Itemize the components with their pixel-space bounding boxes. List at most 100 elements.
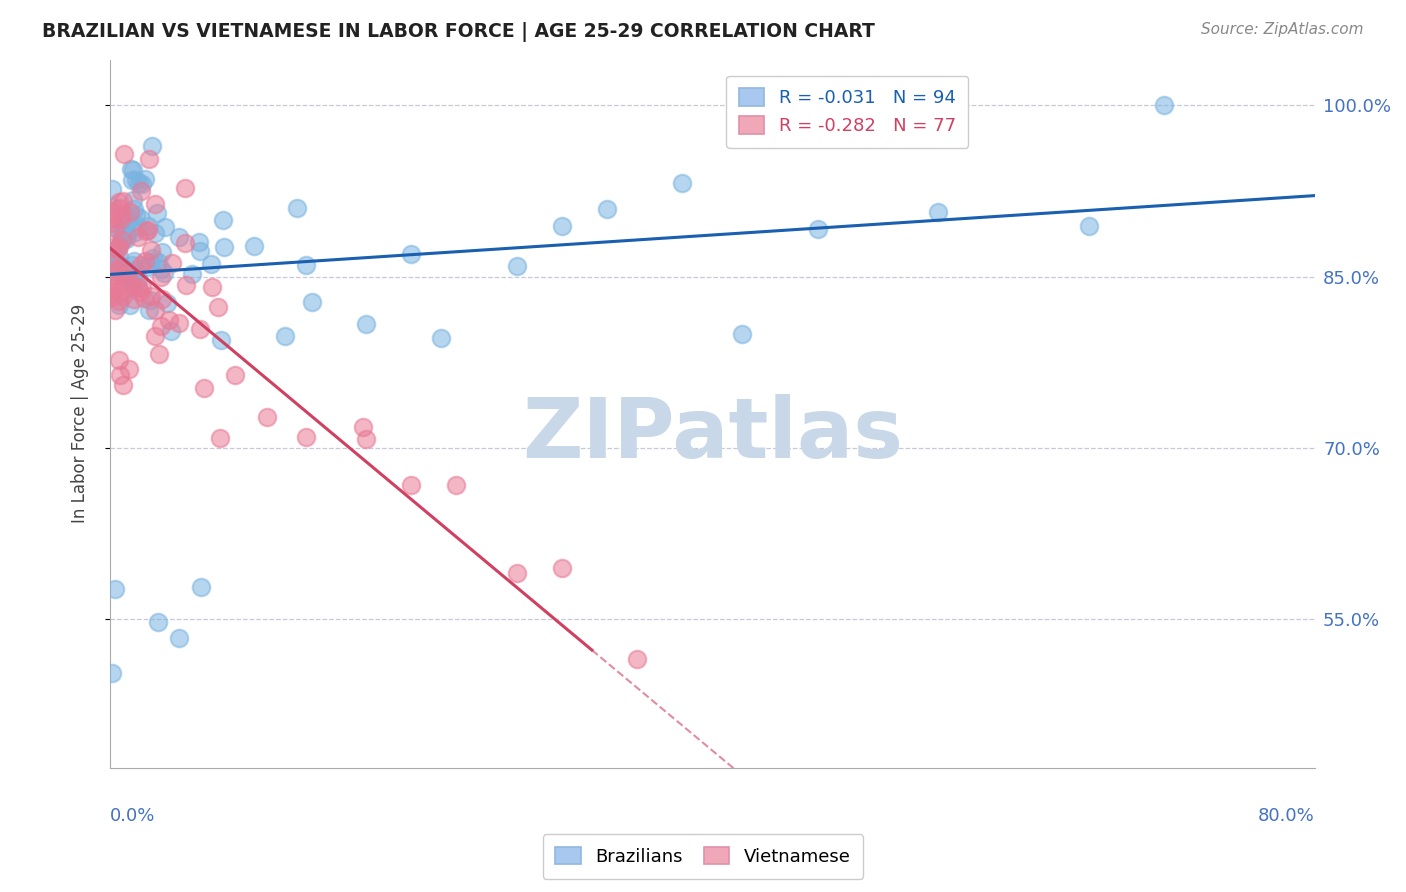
Point (107, 257, 129, 271)
Point (174, 181, 197, 195)
Point (399, 477, 422, 491)
Point (111, 226, 134, 240)
Point (143, 226, 166, 240)
Point (188, 244, 211, 258)
Point (551, 560, 574, 574)
Point (129, 184, 152, 198)
Point (731, 326, 754, 341)
Point (141, 138, 163, 153)
Point (124, 225, 146, 239)
Point (129, 211, 152, 225)
Point (134, 172, 156, 186)
Point (193, 381, 215, 395)
Point (596, 202, 619, 217)
Point (127, 272, 149, 286)
Point (149, 318, 172, 333)
Point (242, 239, 264, 253)
Point (209, 333, 232, 347)
Point (124, 263, 146, 277)
Point (134, 253, 156, 268)
Point (107, 294, 129, 309)
Point (180, 267, 202, 281)
Point (212, 213, 235, 227)
Point (100, 211, 122, 225)
Point (108, 195, 131, 210)
Legend: R = -0.031   N = 94, R = -0.282   N = 77: R = -0.031 N = 94, R = -0.282 N = 77 (727, 76, 969, 147)
Point (117, 361, 139, 376)
Point (122, 202, 145, 216)
Point (120, 271, 142, 285)
Point (167, 631, 190, 645)
Point (121, 163, 143, 178)
Point (120, 212, 142, 227)
Point (117, 211, 139, 226)
Point (101, 255, 124, 269)
Text: ZIPatlas: ZIPatlas (522, 394, 903, 475)
Point (111, 222, 134, 236)
Point (224, 368, 246, 382)
Point (104, 582, 127, 596)
Legend: Brazilians, Vietnamese: Brazilians, Vietnamese (543, 834, 863, 879)
Point (101, 205, 124, 219)
Point (107, 242, 129, 256)
Point (121, 258, 143, 272)
Point (188, 235, 211, 249)
Point (122, 254, 145, 268)
Point (108, 238, 131, 252)
Point (111, 209, 134, 223)
Point (167, 229, 190, 244)
Point (138, 153, 160, 167)
Point (108, 298, 131, 312)
Point (1153, 98, 1175, 112)
Point (301, 294, 323, 309)
Point (122, 293, 145, 307)
Point (153, 220, 176, 235)
Point (114, 147, 136, 161)
Point (117, 269, 139, 284)
Point (103, 244, 125, 259)
Point (160, 324, 183, 338)
Point (127, 280, 149, 294)
Point (112, 268, 135, 282)
Point (201, 279, 224, 293)
Point (446, 477, 468, 491)
Point (127, 281, 149, 295)
Point (122, 194, 145, 208)
Point (149, 261, 172, 276)
Point (110, 212, 132, 227)
Point (111, 289, 134, 303)
Point (117, 281, 139, 295)
Point (190, 581, 212, 595)
Point (131, 258, 153, 272)
Point (287, 201, 309, 215)
Point (807, 222, 830, 236)
Point (136, 223, 159, 237)
Point (209, 431, 232, 445)
Text: Source: ZipAtlas.com: Source: ZipAtlas.com (1201, 22, 1364, 37)
Point (115, 232, 138, 246)
Point (120, 161, 142, 176)
Point (146, 615, 169, 629)
Text: BRAZILIAN VS VIETNAMESE IN LABOR FORCE | AGE 25-29 CORRELATION CHART: BRAZILIAN VS VIETNAMESE IN LABOR FORCE |… (42, 22, 875, 42)
Point (108, 368, 131, 383)
Point (121, 268, 143, 283)
Point (100, 240, 122, 254)
Point (927, 204, 949, 219)
Point (121, 277, 143, 292)
Point (108, 352, 131, 367)
Point (115, 223, 138, 237)
Point (108, 250, 131, 264)
Point (121, 173, 143, 187)
Point (101, 251, 124, 265)
Point (107, 201, 129, 215)
Point (143, 196, 166, 211)
Point (128, 176, 150, 190)
Point (1077, 219, 1099, 233)
Point (125, 208, 148, 222)
Point (120, 298, 142, 312)
Point (143, 329, 166, 343)
Point (100, 182, 122, 196)
Y-axis label: In Labor Force | Age 25-29: In Labor Force | Age 25-29 (72, 304, 89, 524)
Point (131, 177, 153, 191)
Point (139, 293, 162, 308)
